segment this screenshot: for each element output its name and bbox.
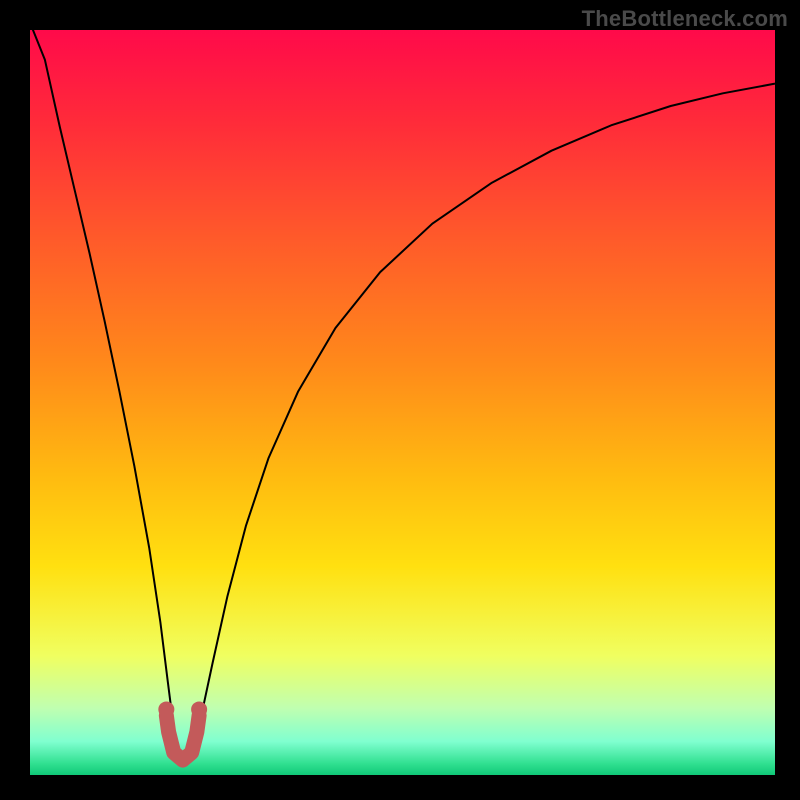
minimum-marker-dot xyxy=(191,701,207,717)
plot-svg xyxy=(30,30,775,775)
chart-frame: TheBottleneck.com xyxy=(0,0,800,800)
minimum-marker-dot xyxy=(158,701,174,717)
watermark-text: TheBottleneck.com xyxy=(582,6,788,32)
plot-area xyxy=(30,30,775,775)
gradient-background xyxy=(30,30,775,775)
